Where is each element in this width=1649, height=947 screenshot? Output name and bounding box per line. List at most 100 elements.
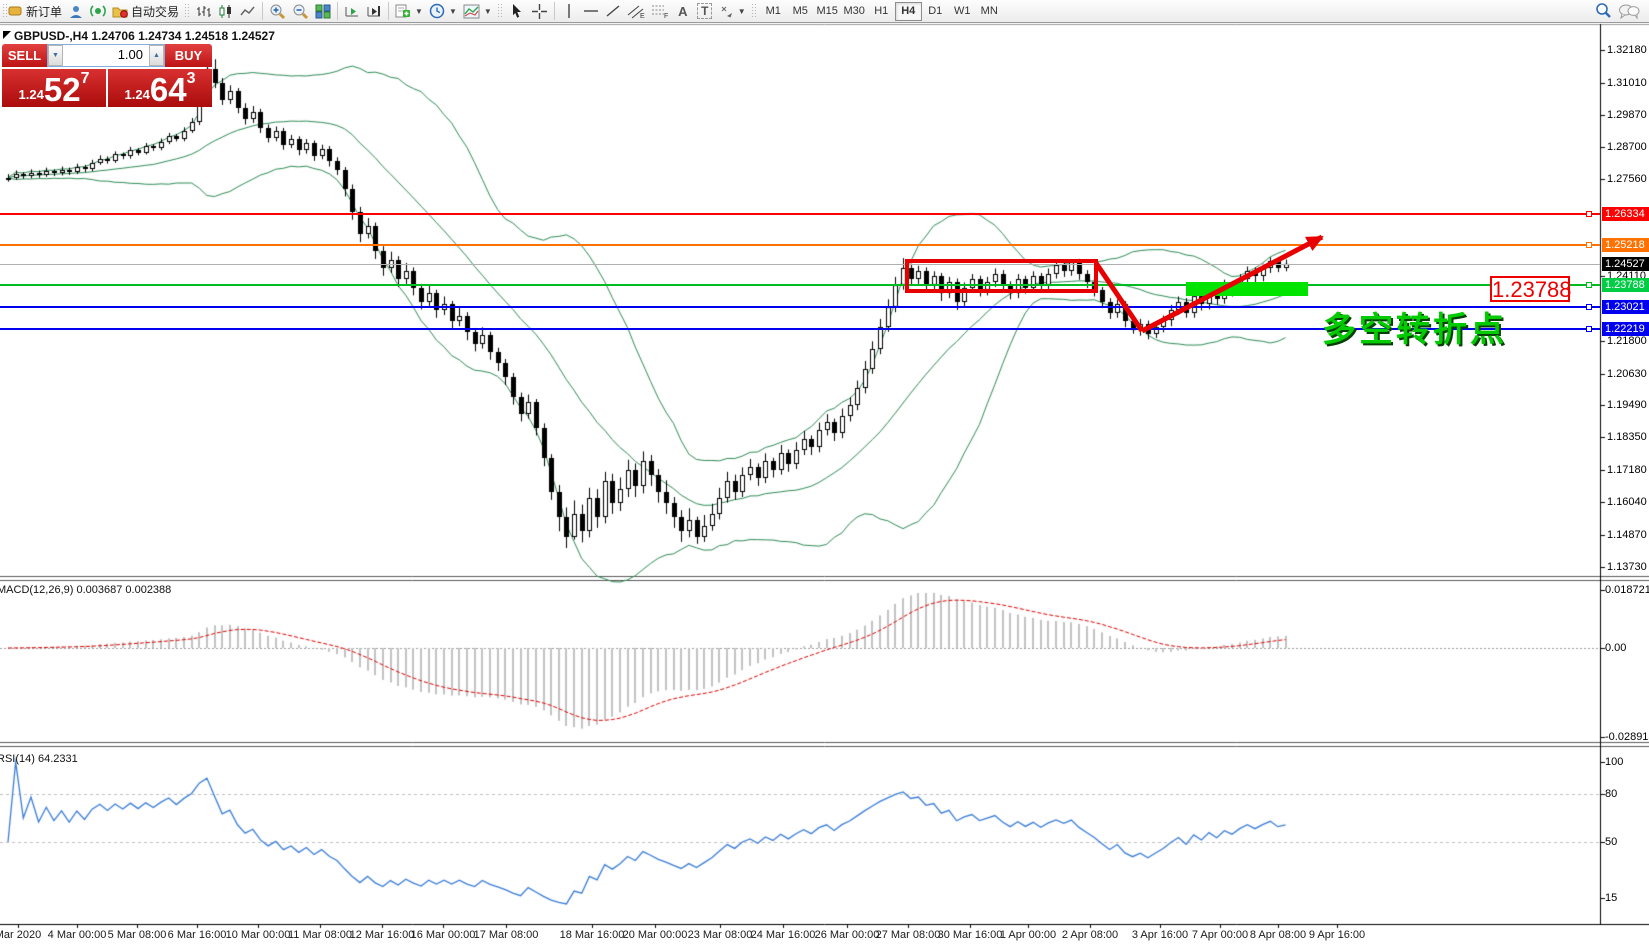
search-icon [1594,2,1612,20]
crosshair-button[interactable] [528,1,551,22]
date-axis-label: 16 Mar 00:00 [410,929,476,941]
hline-support-1.22219[interactable] [0,328,1600,330]
new-order-label: 新订单 [26,4,63,19]
hline-support-1.23021[interactable] [0,306,1600,308]
signal-button[interactable] [87,1,109,22]
vertical-line-icon [563,3,575,19]
timeframe-w1-button[interactable]: W1 [949,2,976,21]
toolbar-grip[interactable] [496,3,504,19]
main-toolbar: 新订单 自动交易 [0,0,1649,23]
price-tag-1.22219: 1.22219 [1602,322,1649,337]
toolbar-separator [388,2,390,20]
date-axis-label: 2 Apr 08:00 [1061,929,1119,941]
volume-up-button[interactable]: ▲ [149,45,164,66]
toolbar-separator [262,2,264,20]
price-tick-label: 1.16040 [1607,496,1647,509]
search-button[interactable] [1591,1,1615,22]
toolbar-separator [337,2,339,20]
turning-point-annotation[interactable]: 多空转折点 [1322,311,1507,349]
vertical-line-button[interactable] [558,1,580,22]
equidistant-channel-icon: E [627,3,645,19]
chart-shift-button[interactable] [363,1,385,22]
rsi-axis-label: 100 [1605,756,1624,768]
timeframe-h1-button[interactable]: H1 [868,2,895,21]
timeframe-d1-button[interactable]: D1 [922,2,949,21]
fibonacci-button[interactable]: F [648,1,672,22]
hline-support-1.23788[interactable] [0,284,1600,286]
auto-scroll-button[interactable] [341,1,363,22]
sell-button[interactable]: SELL [2,44,47,67]
autotrade-label: 自动交易 [131,4,180,19]
date-axis-label: 3 Apr 16:00 [1131,929,1189,941]
fibonacci-icon: F [651,3,669,19]
horizontal-line-button[interactable] [580,1,602,22]
community-chat-button[interactable] [1615,1,1643,22]
periods-button[interactable]: ▼ [426,1,460,22]
indicators-button[interactable]: ▼ [460,1,495,22]
volume-down-button[interactable]: ▼ [48,45,63,66]
buy-button[interactable]: BUY [165,44,212,67]
price-tick-label: 1.27560 [1607,173,1647,186]
zoom-in-button[interactable] [266,1,289,22]
date-axis-label: 30 Mar 16:00 [937,929,1003,941]
price-level-label[interactable]: 1.23788 [1490,276,1572,302]
bar-chart-button[interactable] [193,1,215,22]
tile-windows-icon [315,4,331,19]
new-order-button[interactable]: 新订单 [5,1,65,22]
hline-resistance-1.26334[interactable] [0,213,1600,215]
signal-icon [90,3,106,19]
price-tick-label: 1.28700 [1607,141,1647,154]
line-handle[interactable] [1586,326,1592,332]
dropdown-arrow-icon: ▼ [415,6,423,16]
date-axis-label: 11 Mar 08:00 [287,929,353,941]
line-chart-button[interactable] [237,1,259,22]
date-axis-label: 23 Mar 08:00 [687,929,753,941]
line-handle[interactable] [1586,211,1592,217]
hline-resistance-1.25218[interactable] [0,244,1600,246]
line-handle[interactable] [1586,304,1592,310]
date-axis-label: Mar 2020 [0,929,42,941]
candlestick-chart-button[interactable] [215,1,237,22]
horizontal-line-icon [583,5,599,17]
autotrade-button[interactable]: 自动交易 [109,1,182,22]
dropdown-arrow-icon: ▼ [483,6,492,16]
sell-price-display[interactable]: 1.24 52 7 [2,69,106,107]
text-label-button[interactable]: T [694,1,716,22]
line-handle[interactable] [1586,242,1592,248]
text-icon: A [678,3,688,19]
volume-input[interactable]: 1.00 [63,45,149,66]
date-axis-label: 7 Apr 00:00 [1191,929,1249,941]
chat-bubbles-icon [1618,3,1640,20]
timeframe-mn-button[interactable]: MN [976,2,1003,21]
support-highlight-bar[interactable] [1186,282,1308,296]
rsi-axis-label: 15 [1605,892,1618,904]
tile-windows-button[interactable] [312,1,334,22]
zoom-out-button[interactable] [289,1,312,22]
timeframe-m1-button[interactable]: M1 [760,2,787,21]
timeframe-m15-button[interactable]: M15 [814,2,841,21]
trendline-button[interactable] [602,1,624,22]
toolbar-grip[interactable] [184,3,192,19]
date-axis-label: 27 Mar 08:00 [875,929,941,941]
timeframe-m30-button[interactable]: M30 [841,2,868,21]
profile-button[interactable] [65,1,87,22]
text-button[interactable]: A [672,1,694,22]
toolbar-grip[interactable] [750,3,758,19]
timeframe-m5-button[interactable]: M5 [787,2,814,21]
timeframe-h4-button[interactable]: H4 [894,1,922,21]
line-handle[interactable] [1586,282,1592,288]
consolidation-box-annotation[interactable] [905,259,1098,293]
buy-price-display[interactable]: 1.24 64 3 [108,69,212,107]
price-tick-label: 1.29870 [1607,108,1647,121]
equidistant-channel-button[interactable]: E [624,1,648,22]
toolbar-grip[interactable] [2,3,9,19]
arrows-button[interactable]: ▼ [716,1,749,22]
price-tick-label: 1.17180 [1607,464,1647,477]
new-chart-button[interactable]: ▼ [392,1,426,22]
price-tag-1.23021: 1.23021 [1602,299,1649,314]
one-click-collapse-arrow[interactable] [3,31,11,39]
cursor-button[interactable] [506,1,528,22]
sell-price-main: 52 [43,71,81,108]
buy-price-pip: 3 [186,70,196,87]
